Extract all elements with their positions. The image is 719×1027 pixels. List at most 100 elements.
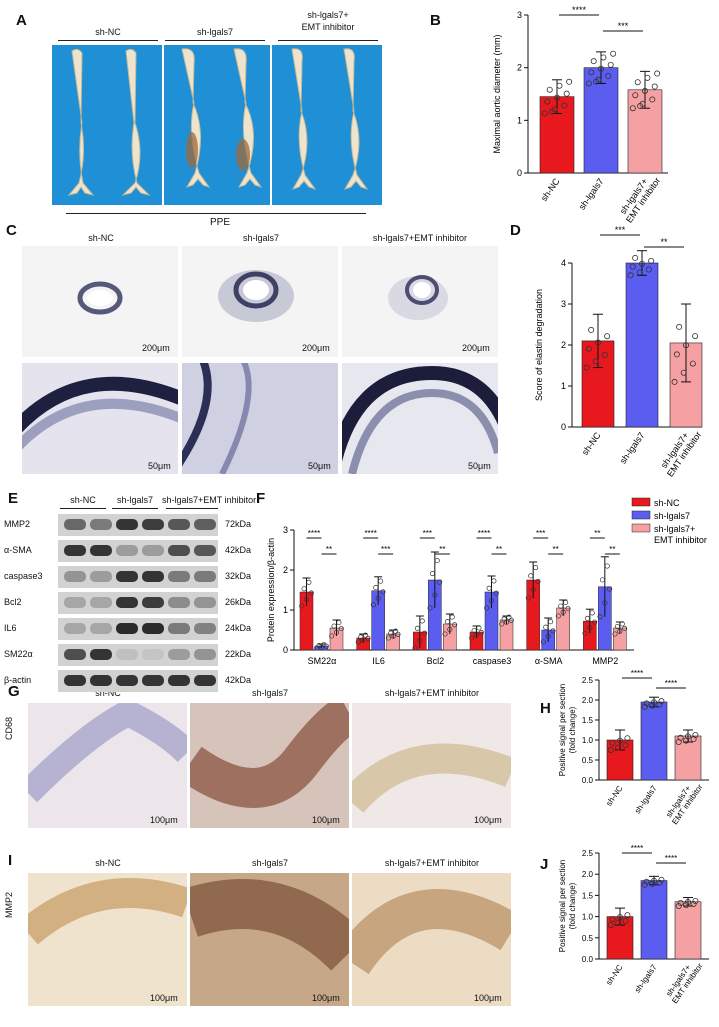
y-tick-label: 1 xyxy=(517,115,522,125)
significance-label: **** xyxy=(665,854,677,863)
blot-band xyxy=(194,623,216,634)
blot-kda-label: 24kDa xyxy=(225,623,251,633)
blot-strip xyxy=(58,566,218,588)
data-point xyxy=(585,616,589,620)
x-tick-label: Bcl2 xyxy=(427,656,445,665)
ihc-i-nc xyxy=(28,873,187,1006)
panel-label-g: G xyxy=(8,683,20,700)
data-point xyxy=(600,578,604,582)
significance-label: ** xyxy=(326,545,332,554)
data-point xyxy=(415,626,419,630)
data-point xyxy=(450,615,454,619)
blot-band xyxy=(194,675,216,686)
panel-label-c: C xyxy=(6,222,17,239)
blot-band xyxy=(116,571,138,582)
blot-band xyxy=(64,571,86,582)
data-point xyxy=(529,574,533,578)
data-point xyxy=(533,565,537,569)
blot-protein-label: MMP2 xyxy=(4,519,30,529)
group-label-lgals7: sh-lgals7 xyxy=(165,27,265,37)
y-axis-label-line: Positive signal per section xyxy=(558,860,567,953)
c-label-nc: sh-NC xyxy=(22,233,180,243)
group-label-inhibitor-line2: EMT inhibitor xyxy=(278,22,378,32)
bar xyxy=(641,702,667,780)
blot-band xyxy=(64,519,86,530)
blot-band xyxy=(142,675,164,686)
significance-label: ** xyxy=(609,545,615,554)
histology-c-lgals7-low xyxy=(182,246,338,357)
histology-c-lgals7-high xyxy=(182,363,338,474)
blot-band xyxy=(90,545,112,556)
x-tick-label: sh-NC xyxy=(539,176,562,203)
group-underline xyxy=(278,40,378,41)
blot-band xyxy=(116,545,138,556)
blot-band xyxy=(64,545,86,556)
blot-band xyxy=(64,597,86,608)
blot-protein-label: SM22α xyxy=(4,649,33,659)
panel-label-a: A xyxy=(16,12,27,29)
scalebar-label: 100μm xyxy=(474,815,502,825)
legend-swatch xyxy=(632,524,650,532)
scalebar-label: 100μm xyxy=(312,815,340,825)
x-tick-label: sh-lgals7+EMT inhibitor xyxy=(663,777,705,826)
y-axis-label-line: Positive signal per section xyxy=(558,684,567,777)
blot-band xyxy=(168,545,190,556)
scalebar-label: 100μm xyxy=(474,993,502,1003)
blot-band xyxy=(90,597,112,608)
panel-label-b: B xyxy=(430,12,441,29)
data-point xyxy=(677,324,682,329)
x-tick-label: sh-NC xyxy=(580,430,603,457)
bar xyxy=(675,902,701,959)
blot-band xyxy=(90,571,112,582)
significance-label: **** xyxy=(665,679,677,688)
blot-band xyxy=(168,519,190,530)
legend-label: sh-NC xyxy=(654,498,680,508)
y-tick-label: 2.5 xyxy=(582,849,594,858)
g-label-inhibitor: sh-lgals7+EMT inhibitor xyxy=(352,688,512,698)
data-point xyxy=(492,579,496,583)
data-point xyxy=(563,600,567,604)
group-label-inhibitor-line1: sh-lgals7+ xyxy=(278,10,378,20)
data-point xyxy=(374,585,378,589)
histology-c-inhibitor-low xyxy=(342,246,498,357)
data-point xyxy=(655,71,660,76)
legend-swatch xyxy=(632,498,650,506)
data-point xyxy=(564,91,569,96)
significance-label: **** xyxy=(478,529,490,538)
data-point xyxy=(591,59,596,64)
x-tick-label: MMP2 xyxy=(592,656,618,665)
blot-band xyxy=(116,649,138,660)
y-axis-label-line: (fold change) xyxy=(568,706,577,753)
significance-label: *** xyxy=(615,225,626,235)
y-tick-label: 2 xyxy=(283,565,288,575)
legend-label: sh-lgals7+ xyxy=(654,524,695,534)
data-point xyxy=(633,255,638,260)
blot-band xyxy=(142,597,164,608)
y-tick-label: 0.5 xyxy=(582,934,594,943)
data-point xyxy=(608,62,613,67)
scalebar-label: 100μm xyxy=(150,993,178,1003)
significance-label: ** xyxy=(496,545,502,554)
histology-c-nc-high xyxy=(22,363,178,474)
chart-d: 01234Score of elastin degradationsh-NC sh… xyxy=(530,225,710,485)
y-tick-label: 4 xyxy=(561,258,566,268)
significance-label: *** xyxy=(423,529,432,538)
y-axis-label: Positive signal per section(fold change) xyxy=(558,684,577,777)
ihc-i-lgals7 xyxy=(190,873,349,1006)
data-point xyxy=(557,83,562,88)
panel-label-j: J xyxy=(540,856,548,873)
blot-band xyxy=(90,675,112,686)
y-tick-label: 0 xyxy=(283,645,288,655)
y-tick-label: 1 xyxy=(561,381,566,391)
data-point xyxy=(378,579,382,583)
y-axis-label: Positive signal per section(fold change) xyxy=(558,860,577,953)
data-point xyxy=(589,327,594,332)
y-tick-label: 3 xyxy=(517,10,522,20)
significance-label: *** xyxy=(381,545,390,554)
bar xyxy=(641,881,667,959)
chart-b: 0123Maximal aortic diameter (mm)sh-NC sh-… xyxy=(490,5,690,230)
significance-label: ** xyxy=(439,545,445,554)
data-point xyxy=(435,558,439,562)
i-label-inhibitor: sh-lgals7+EMT inhibitor xyxy=(352,858,512,868)
